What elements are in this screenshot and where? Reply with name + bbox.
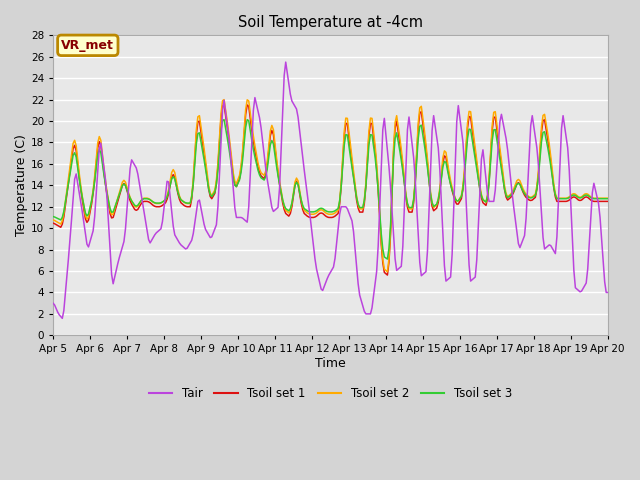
X-axis label: Time: Time	[315, 357, 346, 370]
Y-axis label: Temperature (C): Temperature (C)	[15, 134, 28, 236]
Legend: Tair, Tsoil set 1, Tsoil set 2, Tsoil set 3: Tair, Tsoil set 1, Tsoil set 2, Tsoil se…	[144, 382, 517, 404]
Text: VR_met: VR_met	[61, 39, 115, 52]
Title: Soil Temperature at -4cm: Soil Temperature at -4cm	[238, 15, 423, 30]
